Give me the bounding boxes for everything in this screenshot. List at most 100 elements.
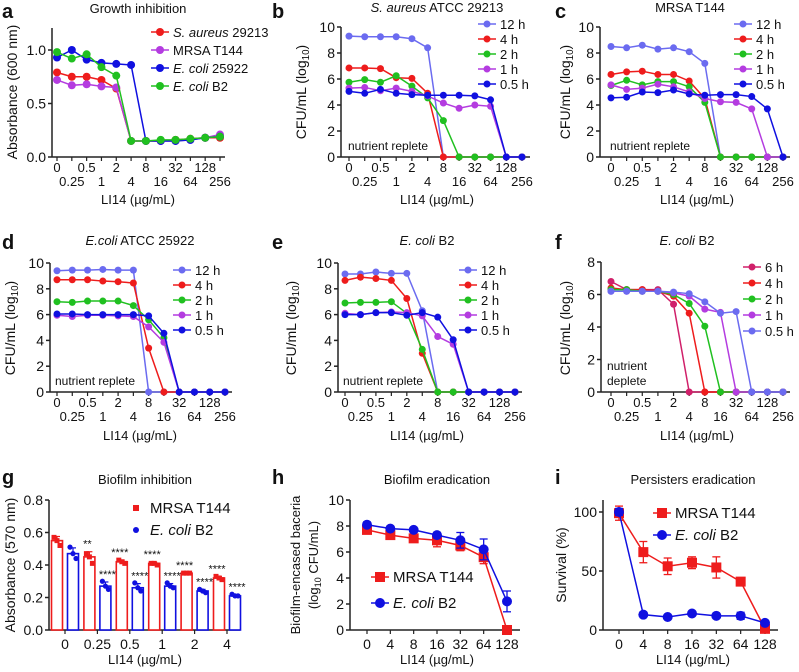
data-point xyxy=(614,507,624,517)
legend-label: 12 h xyxy=(481,263,506,278)
data-point xyxy=(82,50,91,59)
data-point xyxy=(376,78,384,86)
x-tick-label: 0.25 xyxy=(60,409,85,424)
panel-e: e E. coli B2024681000.250.512481632641282… xyxy=(272,232,526,443)
chart-title: Persisters eradication xyxy=(631,472,756,487)
data-point xyxy=(151,560,157,566)
data-point xyxy=(670,300,678,308)
data-point xyxy=(424,91,432,99)
data-point xyxy=(487,153,495,161)
y-tick-label: 0.4 xyxy=(24,557,44,573)
x-tick-label: 32 xyxy=(453,636,469,652)
data-point xyxy=(701,59,709,67)
x-axis-label: LI14 (µg/mL) xyxy=(656,652,730,667)
data-point xyxy=(145,388,153,396)
data-point xyxy=(114,278,122,286)
data-point xyxy=(216,132,224,141)
data-point xyxy=(732,98,740,106)
data-point xyxy=(97,82,106,91)
data-point xyxy=(701,91,709,99)
significance-label: **** xyxy=(99,569,117,581)
subscript: 10 xyxy=(565,285,576,296)
data-point xyxy=(716,98,724,106)
data-point xyxy=(341,270,349,278)
y-axis-label: CFU/mL (log10) xyxy=(2,281,21,375)
data-point xyxy=(502,596,512,607)
data-point xyxy=(478,544,489,555)
y-axis-label: CFU/mL (log10) xyxy=(283,281,302,375)
data-point xyxy=(70,551,76,557)
data-point xyxy=(372,274,380,282)
x-tick-label: 1 xyxy=(654,174,661,189)
x-tick-label: 128 xyxy=(194,160,216,175)
x-tick-label: 0.5 xyxy=(367,395,385,410)
legend-label: 12 h xyxy=(756,17,781,32)
data-point xyxy=(341,276,349,284)
y-axis-label: CFU/mL (log10) xyxy=(293,45,312,139)
y-tick-label: 2 xyxy=(36,358,44,374)
series-e-coli-b2: **** **** **** **** **** xyxy=(66,544,246,631)
text-part: B2 xyxy=(191,522,214,539)
x-tick-label: 8 xyxy=(142,160,149,175)
italic-part: E. coli xyxy=(150,522,192,539)
legend-marker xyxy=(156,46,164,54)
data-point xyxy=(654,89,662,97)
y-tick-label: 2 xyxy=(586,123,594,139)
legend-label: 2 h xyxy=(765,292,783,307)
data-point xyxy=(670,86,678,94)
data-point xyxy=(638,287,646,295)
data-point xyxy=(408,524,419,535)
legend-item: S. aureus 29213 xyxy=(151,25,268,40)
y-tick-label: 0 xyxy=(36,384,44,400)
panel-c: c MRSA T144024681000.250.5124816326412825… xyxy=(555,0,794,207)
data-point xyxy=(97,75,106,84)
x-tick-label: 64 xyxy=(183,174,197,189)
legend-label: 0.5 h xyxy=(756,77,785,92)
legend-item: E. coli 25922 xyxy=(151,61,248,76)
y-axis-label: (log10 CFU/mL) xyxy=(306,521,323,609)
data-point xyxy=(623,287,631,295)
y-tick-label: 0 xyxy=(587,384,595,400)
x-tick-label: 4 xyxy=(127,174,134,189)
data-point xyxy=(763,153,771,161)
x-tick-label: 128 xyxy=(199,395,221,410)
x-tick-label: 4 xyxy=(386,636,394,652)
data-point xyxy=(638,67,646,75)
legend-label: 12 h xyxy=(500,17,525,32)
text-part: 25922 xyxy=(208,61,248,76)
legend-item: 1 h xyxy=(743,308,783,323)
data-point xyxy=(439,91,447,99)
x-tick-label: 256 xyxy=(504,409,526,424)
y-tick-label: 10 xyxy=(578,19,594,35)
x-tick-label: 64 xyxy=(744,409,758,424)
data-point xyxy=(424,44,432,52)
x-tick-label: 16 xyxy=(446,409,460,424)
italic-part: E. coli xyxy=(675,527,717,544)
data-point xyxy=(408,82,416,90)
data-point xyxy=(53,310,61,318)
legend-marker xyxy=(748,295,756,303)
x-tick-label: 2 xyxy=(408,160,415,175)
legend-item: MRSA T144 xyxy=(371,569,474,586)
x-axis-label: LI14 (µg/mL) xyxy=(390,428,464,443)
italic-part: E. coli xyxy=(400,233,437,248)
data-point xyxy=(623,93,631,101)
x-tick-label: 1 xyxy=(98,174,105,189)
x-tick-label: 16 xyxy=(713,409,727,424)
legend-label: MRSA T144 xyxy=(173,43,243,58)
data-point xyxy=(455,104,463,112)
legend-item: 1 h xyxy=(734,62,774,77)
x-tick-label: 8 xyxy=(701,160,708,175)
data-point xyxy=(732,308,740,316)
data-point xyxy=(623,68,631,76)
legend-item: 2 h xyxy=(743,292,783,307)
data-point xyxy=(53,298,61,306)
data-point xyxy=(53,75,61,84)
data-point xyxy=(184,570,190,576)
data-point xyxy=(341,299,349,307)
data-point xyxy=(638,609,649,620)
data-point xyxy=(607,278,615,285)
data-point xyxy=(53,276,61,284)
data-point xyxy=(129,279,137,287)
legend-label: 12 h xyxy=(195,263,220,278)
